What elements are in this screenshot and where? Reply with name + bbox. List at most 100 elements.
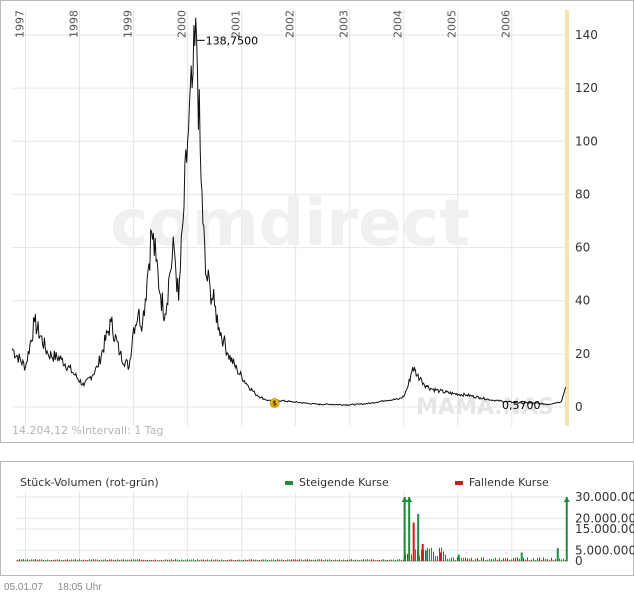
volume-bar bbox=[237, 559, 238, 561]
volume-clip-arrow bbox=[401, 497, 408, 502]
volume-bar bbox=[249, 559, 250, 561]
volume-bar bbox=[515, 557, 516, 561]
volume-bar bbox=[135, 559, 136, 561]
volume-bar bbox=[25, 559, 26, 561]
volume-bar bbox=[453, 557, 454, 561]
volume-bar bbox=[235, 560, 236, 561]
volume-bar bbox=[65, 559, 66, 561]
volume-bar bbox=[269, 559, 270, 561]
volume-bar bbox=[447, 558, 448, 561]
volume-bar bbox=[195, 560, 196, 561]
volume-tick-label: 30.000.000 bbox=[575, 490, 634, 504]
volume-bar bbox=[27, 559, 28, 561]
volume-bar bbox=[535, 559, 536, 561]
volume-tick-label: 15.000.000 bbox=[575, 522, 634, 536]
volume-spike bbox=[556, 548, 559, 561]
volume-bar bbox=[207, 559, 208, 561]
volume-bar bbox=[69, 560, 70, 561]
volume-bar bbox=[267, 560, 268, 561]
volume-bar bbox=[473, 560, 474, 561]
dividend-marker[interactable]: $ bbox=[269, 398, 280, 408]
volume-bar bbox=[293, 559, 294, 561]
y-tick-label: 80 bbox=[575, 187, 590, 201]
volume-bar bbox=[479, 560, 480, 561]
volume-bar bbox=[383, 559, 384, 561]
volume-bar bbox=[241, 559, 242, 561]
volume-bar bbox=[53, 559, 54, 561]
volume-bar bbox=[227, 559, 228, 561]
volume-bar bbox=[87, 560, 88, 561]
volume-bar bbox=[401, 560, 402, 561]
volume-bar bbox=[563, 558, 564, 561]
volume-bar bbox=[329, 559, 330, 561]
volume-bar bbox=[107, 559, 108, 561]
volume-bar bbox=[31, 559, 32, 561]
volume-bar bbox=[425, 550, 426, 561]
volume-bar bbox=[133, 559, 134, 561]
volume-bar bbox=[371, 559, 372, 561]
volume-bar bbox=[419, 555, 420, 561]
volume-bar bbox=[295, 559, 296, 561]
volume-bar bbox=[519, 558, 520, 561]
volume-bar bbox=[81, 559, 82, 561]
volume-bar bbox=[375, 560, 376, 561]
volume-bar bbox=[407, 553, 408, 561]
volume-bar bbox=[167, 559, 168, 561]
volume-bar bbox=[197, 559, 198, 561]
volume-bar bbox=[55, 559, 56, 561]
footer: 05.01.07 18:05 Uhr bbox=[4, 582, 114, 593]
volume-bar bbox=[77, 559, 78, 561]
volume-bar bbox=[467, 558, 468, 561]
volume-bar bbox=[285, 560, 286, 561]
volume-bar bbox=[309, 559, 310, 561]
dividend-icon-label: $ bbox=[272, 400, 277, 408]
volume-bar bbox=[347, 559, 348, 561]
price-series-line bbox=[11, 17, 567, 407]
volume-bar bbox=[523, 557, 524, 561]
volume-bar bbox=[339, 559, 340, 561]
x-tick-label: 1999 bbox=[122, 10, 135, 38]
volume-bar bbox=[555, 558, 556, 561]
volume-bars bbox=[17, 497, 570, 561]
volume-bar bbox=[41, 559, 42, 561]
x-tick-label: 2005 bbox=[446, 10, 459, 38]
volume-bar bbox=[377, 559, 378, 561]
volume-bar bbox=[233, 559, 234, 561]
volume-bar bbox=[319, 559, 320, 561]
dividend-icon[interactable] bbox=[269, 398, 280, 408]
volume-bar bbox=[461, 557, 462, 561]
volume-bar bbox=[543, 557, 544, 561]
volume-bar bbox=[131, 559, 132, 561]
volume-bar bbox=[35, 559, 36, 561]
volume-bar bbox=[127, 559, 128, 561]
volume-bar bbox=[545, 558, 546, 561]
volume-spike bbox=[426, 550, 429, 561]
volume-bar bbox=[185, 559, 186, 561]
volume-bar bbox=[287, 559, 288, 561]
x-tick-label: 2003 bbox=[338, 10, 351, 38]
volume-bar bbox=[431, 547, 432, 561]
volume-bar bbox=[313, 559, 314, 561]
volume-bar bbox=[129, 559, 130, 561]
volume-bar bbox=[283, 559, 284, 561]
watermark: comdirect bbox=[110, 187, 470, 261]
volume-bar bbox=[205, 560, 206, 561]
volume-bar bbox=[323, 560, 324, 561]
volume-bar bbox=[193, 559, 194, 561]
y-tick-label: 0 bbox=[575, 400, 583, 414]
volume-bar bbox=[531, 559, 532, 561]
volume-bar bbox=[463, 557, 464, 561]
legend-falling: Fallende Kurse bbox=[455, 476, 549, 489]
volume-bar bbox=[213, 559, 214, 561]
volume-bar bbox=[489, 558, 490, 561]
volume-bar bbox=[553, 559, 554, 561]
volume-bar bbox=[357, 559, 358, 561]
volume-bar bbox=[363, 559, 364, 561]
volume-bar bbox=[245, 559, 246, 561]
volume-bar bbox=[29, 559, 30, 561]
volume-bar bbox=[549, 560, 550, 561]
volume-bar bbox=[321, 559, 322, 561]
y-tick-label: 140 bbox=[575, 28, 598, 42]
volume-bar bbox=[253, 559, 254, 561]
